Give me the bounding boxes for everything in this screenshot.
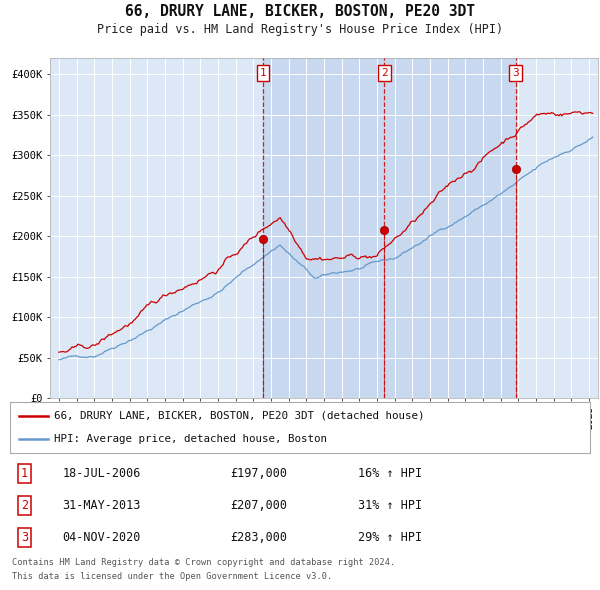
Text: £207,000: £207,000 — [230, 499, 287, 512]
Text: £197,000: £197,000 — [230, 467, 287, 480]
Text: Contains HM Land Registry data © Crown copyright and database right 2024.: Contains HM Land Registry data © Crown c… — [12, 558, 395, 567]
Text: 66, DRURY LANE, BICKER, BOSTON, PE20 3DT (detached house): 66, DRURY LANE, BICKER, BOSTON, PE20 3DT… — [53, 411, 424, 421]
Text: 31% ↑ HPI: 31% ↑ HPI — [358, 499, 422, 512]
Text: 04-NOV-2020: 04-NOV-2020 — [62, 531, 140, 544]
Text: 18-JUL-2006: 18-JUL-2006 — [62, 467, 140, 480]
Text: 2: 2 — [21, 499, 28, 512]
Text: £283,000: £283,000 — [230, 531, 287, 544]
Bar — [263, 58, 515, 398]
Text: 16% ↑ HPI: 16% ↑ HPI — [358, 467, 422, 480]
Text: Price paid vs. HM Land Registry's House Price Index (HPI): Price paid vs. HM Land Registry's House … — [97, 23, 503, 36]
Text: 1: 1 — [21, 467, 28, 480]
Text: 3: 3 — [512, 68, 519, 78]
Text: 66, DRURY LANE, BICKER, BOSTON, PE20 3DT: 66, DRURY LANE, BICKER, BOSTON, PE20 3DT — [125, 4, 475, 19]
Text: 2: 2 — [381, 68, 388, 78]
Text: 1: 1 — [260, 68, 266, 78]
Text: 29% ↑ HPI: 29% ↑ HPI — [358, 531, 422, 544]
Text: This data is licensed under the Open Government Licence v3.0.: This data is licensed under the Open Gov… — [12, 572, 332, 581]
Text: HPI: Average price, detached house, Boston: HPI: Average price, detached house, Bost… — [53, 434, 326, 444]
Text: 31-MAY-2013: 31-MAY-2013 — [62, 499, 140, 512]
Text: 3: 3 — [21, 531, 28, 544]
